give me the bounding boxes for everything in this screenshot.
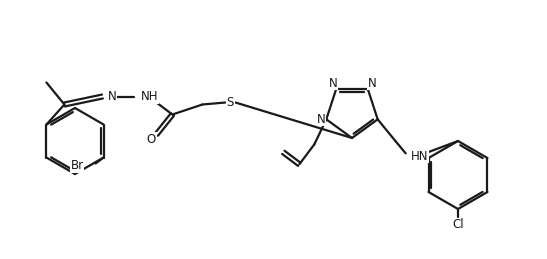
Text: O: O — [147, 133, 156, 146]
Text: N: N — [107, 90, 116, 103]
Text: S: S — [227, 96, 234, 109]
Text: N: N — [329, 77, 337, 90]
Text: N: N — [368, 77, 376, 90]
Text: Br: Br — [71, 159, 84, 172]
Text: NH: NH — [141, 90, 158, 103]
Text: N: N — [317, 113, 325, 126]
Text: Cl: Cl — [452, 219, 464, 232]
Text: HN: HN — [411, 150, 428, 163]
